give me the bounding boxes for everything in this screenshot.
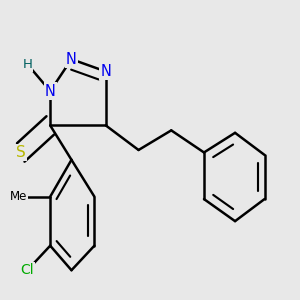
Text: N: N [100,64,111,79]
Text: N: N [66,52,77,67]
Text: S: S [16,145,26,160]
Text: N: N [45,84,56,99]
Text: Cl: Cl [20,263,34,277]
Text: Me: Me [10,190,27,203]
Text: H: H [22,58,32,70]
